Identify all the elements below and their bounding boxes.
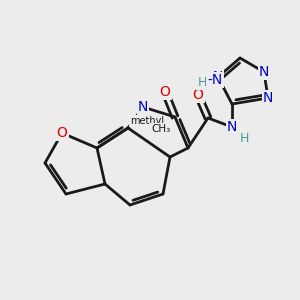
Text: H: H	[239, 133, 249, 146]
Text: O: O	[57, 126, 68, 140]
Text: CH₃: CH₃	[151, 124, 170, 134]
Text: O: O	[193, 88, 203, 102]
Text: -N: -N	[207, 73, 223, 87]
Text: N: N	[263, 91, 273, 105]
Text: N: N	[213, 70, 223, 84]
Text: N: N	[227, 120, 237, 134]
Text: methyl: methyl	[130, 116, 164, 126]
Text: N: N	[138, 100, 148, 114]
Text: N: N	[259, 65, 269, 79]
Text: O: O	[160, 85, 170, 99]
Text: H: H	[197, 76, 207, 88]
